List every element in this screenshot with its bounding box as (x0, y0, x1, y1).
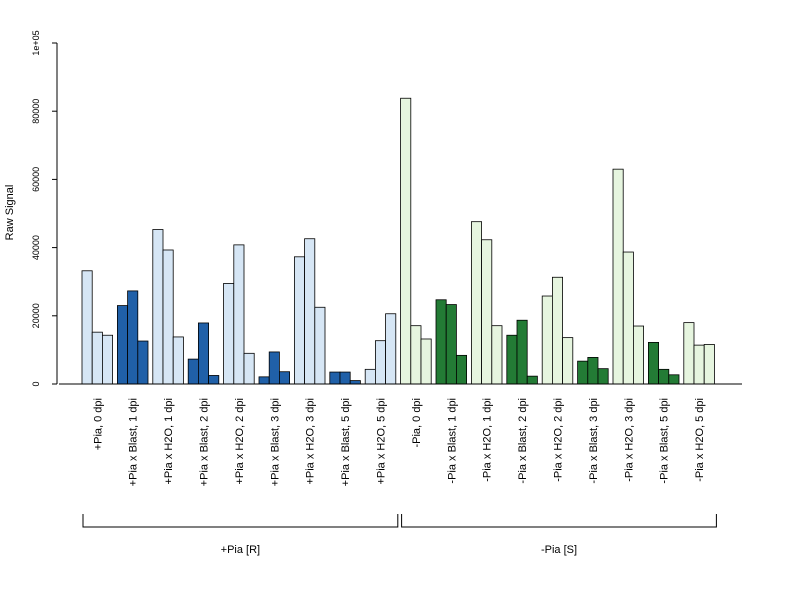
group-label: -Pia [S] (541, 544, 577, 556)
bar (102, 334, 114, 385)
bar (197, 322, 209, 385)
category-label: -Pia x H2O, 1 dpi (482, 398, 494, 482)
bar (81, 270, 93, 385)
bar (364, 368, 376, 385)
bar (152, 229, 164, 385)
bar (683, 322, 695, 385)
bar (329, 371, 341, 385)
y-tick-label: 1e+05 (31, 30, 41, 55)
bar (127, 290, 139, 385)
bar (137, 340, 149, 385)
bar (506, 334, 518, 385)
category-label: -Pia x Blast, 1 dpi (446, 398, 458, 484)
group-brackets: +Pia [R] -Pia [S] (82, 514, 717, 556)
category-label: -Pia x Blast, 2 dpi (517, 398, 529, 484)
y-axis: 0 20000 40000 60000 80000 1e+05 (31, 30, 58, 387)
category-label: +Pia x H2O, 1 dpi (163, 398, 175, 485)
bar (693, 344, 705, 385)
group-label: +Pia [R] (221, 544, 260, 556)
category-label: +Pia x Blast, 2 dpi (199, 398, 211, 486)
bar (208, 375, 220, 385)
category-label: +Pia x Blast, 5 dpi (340, 398, 352, 486)
bar (420, 338, 432, 385)
bar (233, 244, 245, 385)
y-tick-label: 60000 (31, 167, 41, 192)
bar (481, 239, 493, 385)
bar (658, 368, 670, 385)
bar (435, 299, 447, 385)
bar (703, 344, 715, 385)
bar (293, 256, 305, 385)
bar (162, 249, 174, 385)
bar (117, 305, 129, 385)
bar (91, 331, 103, 385)
category-label: -Pia, 0 dpi (411, 398, 423, 448)
bar (445, 304, 457, 385)
y-tick-label: 0 (31, 381, 41, 386)
category-label: +Pia, 0 dpi (92, 398, 104, 450)
category-label: -Pia x H2O, 2 dpi (553, 398, 565, 482)
y-axis-title: Raw Signal (4, 185, 16, 241)
bar (612, 168, 624, 385)
bar (491, 325, 503, 385)
category-label: -Pia x H2O, 3 dpi (623, 398, 635, 482)
bar (668, 374, 680, 385)
bar (541, 295, 553, 385)
bar (526, 375, 538, 385)
bar (339, 371, 351, 385)
bar (577, 360, 589, 385)
bar (349, 380, 361, 385)
bar (187, 358, 199, 385)
bar (374, 340, 386, 385)
bar (410, 325, 422, 385)
group-bracket (401, 514, 717, 528)
bar (633, 325, 645, 385)
bar (562, 337, 574, 385)
category-label: +Pia x H2O, 2 dpi (234, 398, 246, 485)
bar (400, 97, 412, 385)
group-bracket (82, 514, 399, 528)
bar (314, 306, 326, 385)
bar (258, 376, 270, 385)
category-label: +Pia x Blast, 1 dpi (128, 398, 140, 486)
bar (587, 357, 599, 385)
bar (243, 352, 255, 385)
bar (278, 371, 290, 385)
bars-layer (81, 97, 715, 385)
bar (470, 221, 482, 385)
category-label: -Pia x H2O, 5 dpi (694, 398, 706, 482)
bar (516, 319, 528, 385)
category-label: -Pia x Blast, 5 dpi (659, 398, 671, 484)
bar (455, 354, 467, 385)
category-label: -Pia x Blast, 3 dpi (588, 398, 600, 484)
bar (223, 283, 235, 385)
category-labels: +Pia, 0 dpi +Pia x Blast, 1 dpi +Pia x H2O… (92, 398, 706, 486)
y-tick-label: 40000 (31, 235, 41, 260)
category-label: +Pia x H2O, 3 dpi (305, 398, 317, 485)
category-label: +Pia x Blast, 3 dpi (269, 398, 281, 486)
bar (648, 341, 660, 385)
bar (385, 313, 397, 385)
bar (622, 251, 634, 385)
bar (597, 368, 609, 385)
bar (268, 351, 280, 385)
category-label: +Pia x H2O, 5 dpi (376, 398, 388, 485)
bar (552, 276, 564, 385)
y-tick-label: 20000 (31, 303, 41, 328)
y-tick-label: 80000 (31, 99, 41, 124)
bar (304, 238, 316, 385)
bar (172, 336, 184, 385)
